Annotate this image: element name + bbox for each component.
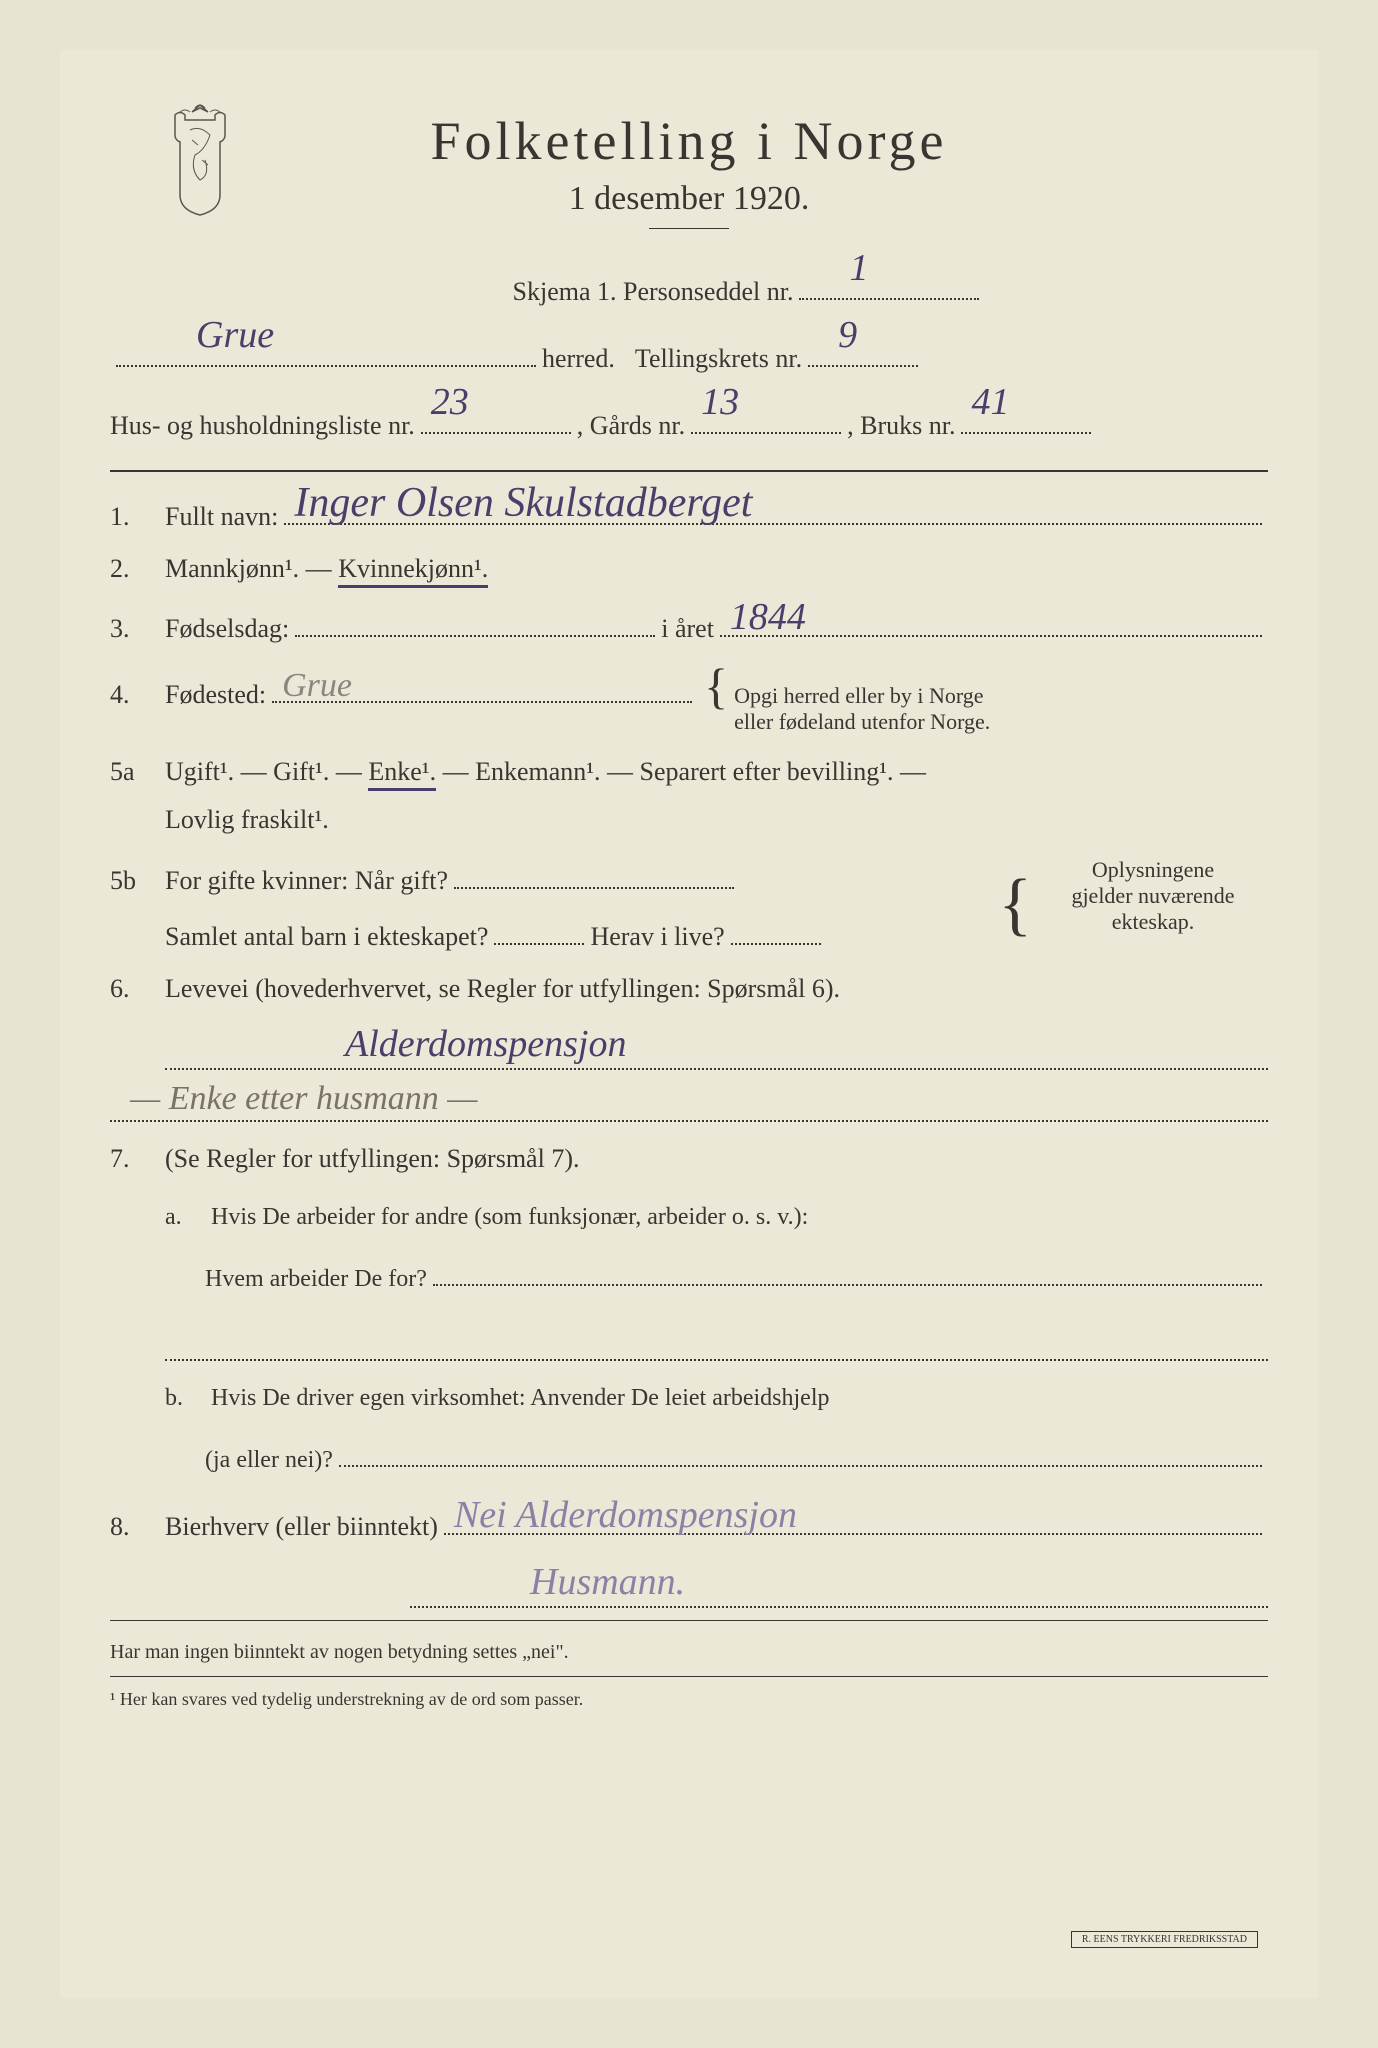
husliste-line: Hus- og husholdningsliste nr. 23 , Gårds… — [110, 403, 1268, 450]
q2-label: Mannkjønn¹. — — [165, 554, 338, 583]
q5a-rest: — Enkemann¹. — Separert efter bevilling¹… — [443, 757, 926, 786]
q5b-line2b: Herav i live? — [590, 922, 724, 952]
main-title: Folketelling i Norge — [431, 110, 948, 172]
title-block: Folketelling i Norge 1 desember 1920. — [431, 110, 948, 239]
personseddel-nr: 1 — [849, 234, 868, 302]
q5a-opts: Ugift¹. — Gift¹. — — [165, 757, 368, 786]
q2-selected: Kvinnekjønn¹. — [338, 554, 488, 588]
title-divider — [649, 228, 729, 229]
q2-num: 2. — [110, 554, 165, 584]
q7a-label: Hvis De arbeider for andre (som funksjon… — [211, 1204, 808, 1230]
bracket-icon: { — [704, 666, 728, 706]
q5b-line2a: Samlet antal barn i ekteskapet? — [165, 922, 488, 952]
q8-answer1: Nei Alderdomspensjon — [454, 1493, 797, 1537]
divider-footer — [110, 1620, 1268, 1621]
q6-num: 6. — [110, 974, 165, 1004]
q6-answer-line1: Alderdomspensjon — [165, 1026, 1268, 1070]
q8-num: 8. — [110, 1512, 165, 1542]
q7b-label: Hvis De driver egen virksomhet: Anvender… — [211, 1385, 829, 1411]
q8-answer2: Husmann. — [530, 1560, 685, 1604]
q1: 1. Fullt navn: Inger Olsen Skulstadberge… — [110, 494, 1268, 532]
q2: 2. Mannkjønn¹. — Kvinnekjønn¹. — [110, 554, 1268, 584]
q1-label: Fullt navn: — [165, 502, 278, 532]
q5b-note: Oplysningene gjelder nuværende ekteskap. — [1048, 857, 1258, 935]
q4-num: 4. — [110, 680, 165, 710]
q3: 3. Fødselsdag: i året 1844 — [110, 606, 1268, 644]
q5b-label: For gifte kvinner: Når gift? — [165, 866, 448, 896]
q5a-line2: Lovlig fraskilt¹. — [165, 805, 1268, 835]
gards-nr: 13 — [701, 368, 739, 436]
q7a: a. Hvis De arbeider for andre (som funks… — [165, 1196, 1268, 1301]
subtitle: 1 desember 1920. — [431, 180, 948, 218]
q5b-num: 5b — [110, 866, 165, 896]
bruks-nr: 41 — [971, 368, 1009, 436]
q6-answer-line2: — Enke etter husmann — — [110, 1078, 1268, 1122]
q5a-selected: Enke¹. — [368, 757, 436, 791]
q3-year: 1844 — [730, 595, 806, 639]
divider-1 — [110, 470, 1268, 472]
q4-note: Opgi herred eller by i Norge eller fødel… — [734, 683, 990, 735]
q3-mid: i året — [661, 614, 714, 644]
herred-line: Grue herred. Tellingskrets nr. 9 — [110, 336, 1268, 383]
bruks-label: , Bruks nr. — [847, 403, 955, 450]
footer-note: Har man ingen biinntekt av nogen betydni… — [110, 1641, 1268, 1664]
q6: 6. Levevei (hovederhvervet, se Regler fo… — [110, 974, 1268, 1004]
q6-label: Levevei (hovederhvervet, se Regler for u… — [165, 974, 840, 1003]
q5b: 5b For gifte kvinner: Når gift? { Oplysn… — [110, 857, 1268, 951]
q4-value: Grue — [282, 667, 352, 705]
husliste-nr: 23 — [431, 368, 469, 436]
q1-value: Inger Olsen Skulstadberget — [294, 479, 752, 527]
herred-value: Grue — [196, 301, 274, 369]
q7: 7. (Se Regler for utfyllingen: Spørsmål … — [110, 1144, 1268, 1174]
q6-answer1: Alderdomspensjon — [345, 1022, 626, 1066]
bracket-icon-2: { — [998, 877, 1032, 933]
skjema-label: Skjema 1. Personseddel nr. — [513, 269, 794, 316]
q1-num: 1. — [110, 502, 165, 532]
footnote: ¹ Her kan svares ved tydelig understrekn… — [110, 1689, 1268, 1710]
tellingskrets-nr: 9 — [838, 301, 857, 369]
q7-num: 7. — [110, 1144, 165, 1174]
q8-label: Bierhverv (eller biinntekt) — [165, 1512, 438, 1542]
form-header: Folketelling i Norge 1 desember 1920. — [110, 110, 1268, 239]
divider-footnote — [110, 1676, 1268, 1677]
census-form-page: Folketelling i Norge 1 desember 1920. Sk… — [60, 50, 1318, 1998]
q7b: b. Hvis De driver egen virksomhet: Anven… — [165, 1377, 1268, 1482]
printer-mark: R. EENS TRYKKERI FREDRIKSSTAD — [1071, 1931, 1258, 1948]
q7-label: (Se Regler for utfyllingen: Spørsmål 7). — [165, 1144, 579, 1173]
coat-of-arms-icon — [150, 100, 250, 220]
gards-label: , Gårds nr. — [577, 403, 685, 450]
q7b-label2: (ja eller nei)? — [205, 1439, 333, 1482]
q7a-blank — [165, 1317, 1268, 1361]
q7a-letter: a. — [165, 1196, 205, 1239]
q8-answer-line2: Husmann. — [410, 1564, 1268, 1608]
skjema-line: Skjema 1. Personseddel nr. 1 — [230, 269, 1268, 316]
q7a-label2: Hvem arbeider De for? — [205, 1258, 427, 1301]
q7b-letter: b. — [165, 1377, 205, 1420]
q5a: 5a Ugift¹. — Gift¹. — Enke¹. — Enkemann¹… — [110, 757, 1268, 835]
q6-answer2: — Enke etter husmann — — [130, 1080, 478, 1118]
husliste-label: Hus- og husholdningsliste nr. — [110, 403, 415, 450]
q3-num: 3. — [110, 614, 165, 644]
q4-label: Fødested: — [165, 680, 266, 710]
q8: 8. Bierhverv (eller biinntekt) Nei Alder… — [110, 1504, 1268, 1542]
q3-label: Fødselsdag: — [165, 614, 289, 644]
q4: 4. Fødested: Grue { Opgi herred eller by… — [110, 666, 1268, 735]
q5a-num: 5a — [110, 757, 165, 787]
herred-label: herred. — [542, 336, 615, 383]
